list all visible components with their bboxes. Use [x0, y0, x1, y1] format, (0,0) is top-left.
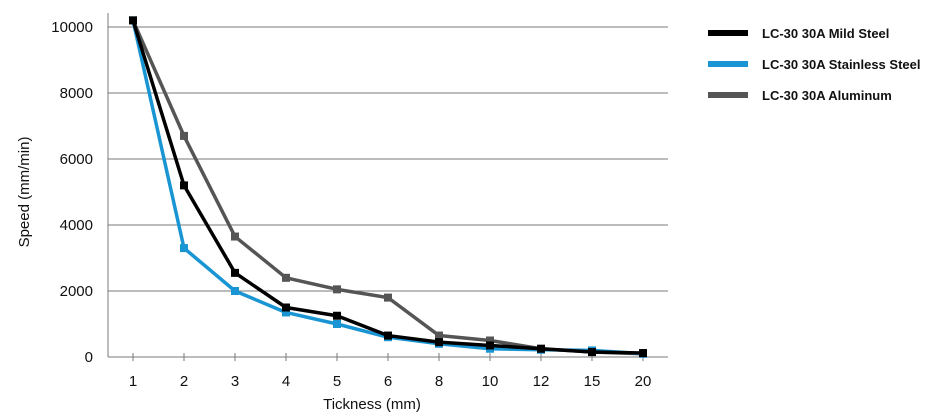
x-tick-label: 15 [584, 373, 601, 390]
x-tick-label: 8 [435, 373, 443, 390]
data-point [435, 338, 443, 347]
data-point [282, 273, 290, 282]
x-tick-label: 1 [129, 373, 137, 390]
data-point [180, 244, 188, 253]
x-tick-label: 4 [282, 373, 290, 390]
data-point [639, 349, 647, 358]
y-tick-label: 0 [85, 349, 93, 366]
data-point [486, 341, 494, 350]
y-tick-label: 2000 [60, 283, 93, 300]
x-axis-title: Tickness (mm) [323, 396, 421, 413]
legend-label: LC-30 30A Aluminum [762, 88, 892, 103]
data-point [333, 320, 341, 328]
series-line [131, 19, 644, 356]
data-point [333, 311, 341, 320]
data-point [282, 308, 290, 317]
data-point [435, 331, 443, 340]
data-point [282, 303, 290, 312]
data-point [384, 331, 392, 340]
series-lines [129, 16, 647, 358]
y-tick-label: 6000 [60, 151, 93, 168]
legend: LC-30 30A Mild Steel LC-30 30A Stainless … [708, 26, 920, 103]
axes [107, 13, 668, 361]
grid-lines [108, 26, 668, 292]
data-point [333, 285, 341, 294]
data-point [231, 268, 239, 277]
legend-swatch [708, 92, 748, 98]
y-axis-title: Speed (mm/min) [16, 137, 33, 248]
data-point [231, 232, 239, 241]
x-tick-label: 2 [180, 373, 188, 390]
data-point [537, 344, 545, 353]
data-point [180, 181, 188, 190]
legend-swatch [708, 61, 748, 67]
data-point [129, 16, 137, 25]
data-point [588, 348, 596, 357]
x-tick-label: 6 [384, 373, 392, 390]
y-tick-label: 8000 [60, 85, 93, 102]
x-tick-label: 20 [635, 373, 652, 390]
x-tick-label: 12 [533, 373, 550, 390]
data-point [180, 131, 188, 140]
data-point [384, 293, 392, 302]
data-point [231, 287, 239, 295]
legend-label: LC-30 30A Mild Steel [762, 26, 889, 41]
legend-swatch [708, 30, 748, 36]
x-tick-label: 5 [333, 373, 341, 390]
legend-label: LC-30 30A Stainless Steel [762, 57, 920, 72]
data-point [486, 336, 494, 345]
x-tick-label: 10 [482, 373, 499, 390]
y-tick-label: 10000 [51, 19, 93, 36]
x-tick-label: 3 [231, 373, 239, 390]
y-tick-label: 4000 [60, 217, 93, 234]
